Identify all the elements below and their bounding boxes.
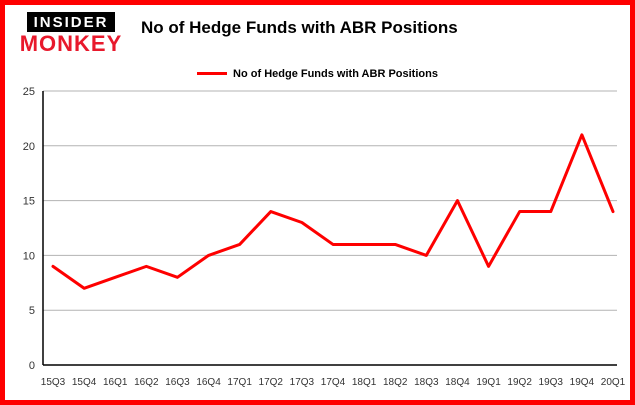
x-tick-label: 20Q1 — [601, 377, 626, 388]
series-line — [51, 133, 615, 290]
x-tick-label: 16Q3 — [165, 377, 190, 388]
y-tick-label: 15 — [23, 196, 35, 208]
x-tick-label: 17Q4 — [321, 377, 346, 388]
x-tick-label: 19Q1 — [476, 377, 501, 388]
y-tick-label: 20 — [23, 141, 35, 153]
x-tick-label: 18Q3 — [414, 377, 439, 388]
x-tick-label: 16Q4 — [196, 377, 221, 388]
y-tick-label: 5 — [29, 305, 35, 317]
brand-logo-insider: INSIDER — [26, 12, 116, 32]
x-tick-label: 19Q4 — [570, 377, 595, 388]
x-tick-label: 15Q3 — [41, 377, 66, 388]
y-tick-label: 25 — [23, 86, 35, 98]
x-tick-label: 17Q1 — [227, 377, 252, 388]
x-tick-label: 17Q3 — [290, 377, 315, 388]
brand-logo: INSIDER MONKEY — [15, 12, 127, 55]
x-tick-label: 18Q4 — [445, 377, 470, 388]
x-tick-label: 15Q4 — [72, 377, 97, 388]
x-tick-label: 18Q2 — [383, 377, 408, 388]
line-chart: 0 5 10 15 20 25 15Q3 15Q4 16Q1 16Q2 16Q3 16Q4 17Q1 17… — [23, 86, 626, 388]
chart-area: 0 5 10 15 20 25 15Q3 15Q4 16Q1 16Q2 16Q3 16Q4 17Q1 17… — [7, 79, 628, 399]
legend-line-swatch — [197, 72, 228, 75]
y-tick-label: 10 — [23, 250, 35, 262]
brand-logo-monkey: MONKEY — [19, 31, 123, 56]
legend-label: No of Hedge Funds with ABR Positions — [233, 67, 438, 80]
page-title: No of Hedge Funds with ABR Positions — [141, 18, 458, 37]
y-tick-label: 0 — [29, 360, 35, 372]
x-tick-label: 18Q1 — [352, 377, 377, 388]
x-tick-label: 16Q2 — [134, 377, 159, 388]
x-tick-label: 17Q2 — [259, 377, 284, 388]
x-tick-label: 16Q1 — [103, 377, 128, 388]
x-tick-label: 19Q3 — [539, 377, 564, 388]
x-tick-label: 19Q2 — [507, 377, 532, 388]
legend: No of Hedge Funds with ABR Positions — [5, 62, 630, 80]
